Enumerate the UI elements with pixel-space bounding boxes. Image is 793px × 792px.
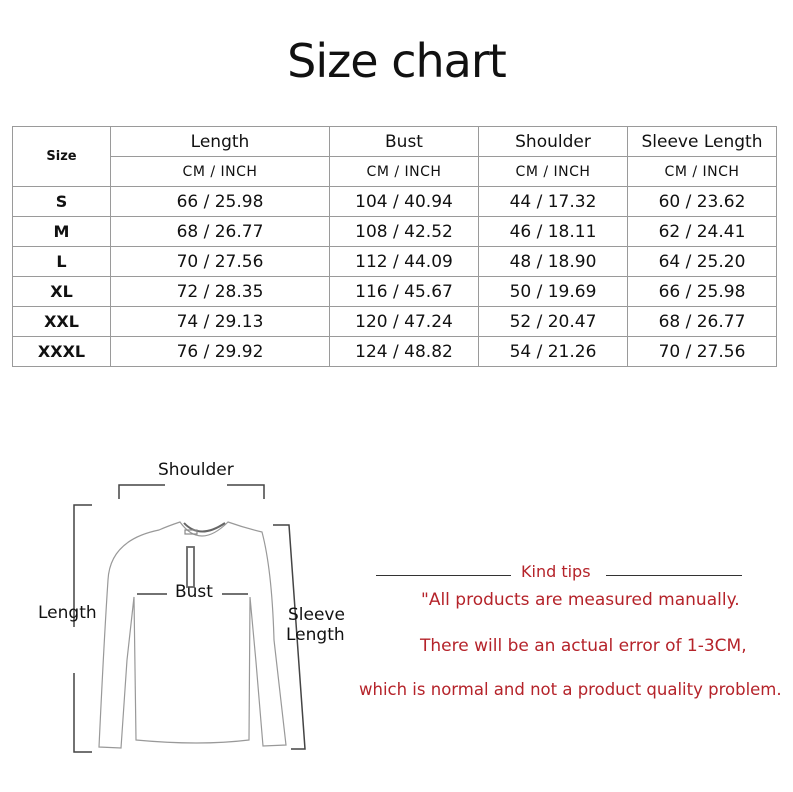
size-cell: S [12,186,111,217]
measurement-cell: 60 / 23.62 [627,186,777,217]
length-label: Length [38,603,97,623]
measurement-cell: 54 / 21.26 [478,336,628,367]
divider [376,575,511,576]
shirt-diagram [73,484,306,753]
measurement-cell: 104 / 40.94 [329,186,479,217]
tips-line-2: There will be an actual error of 1-3CM, [420,636,747,656]
tips-line-3: which is normal and not a product qualit… [359,680,782,699]
shoulder-bracket [118,484,265,499]
bust-label: Bust [175,582,213,602]
size-cell: XXXL [12,336,111,367]
measurement-cell: 68 / 26.77 [627,306,777,337]
table-row: S 66 / 25.98 104 / 40.94 44 / 17.32 60 / 23.… [12,186,777,217]
tips-line-1: "All products are measured manually. [421,590,740,610]
measurement-cell: 66 / 25.98 [627,276,777,307]
sleeve-bracket [273,524,306,750]
size-cell: XXL [12,306,111,337]
measurement-cell: 72 / 28.35 [110,276,330,307]
column-header: Sleeve Length [627,126,777,157]
measurement-cell: 70 / 27.56 [110,246,330,277]
measurement-cell: 124 / 48.82 [329,336,479,367]
page-title: Size chart [287,34,507,88]
unit-label: CM / INCH [478,156,628,187]
measurement-cell: 116 / 45.67 [329,276,479,307]
sleeve-label-line2: Length [286,625,345,645]
column-header: Shoulder [478,126,628,157]
table-row: L 70 / 27.56 112 / 44.09 48 / 18.90 64 / 25.… [12,246,777,277]
size-cell: M [12,216,111,247]
measurement-cell: 70 / 27.56 [627,336,777,367]
table-row: XXXL 76 / 29.92 124 / 48.82 54 / 21.26 70 / … [12,336,777,367]
header-row: Size Length Bust Shoulder Sleeve Length [12,126,777,187]
measurement-cell: 108 / 42.52 [329,216,479,247]
measurement-cell: 74 / 29.13 [110,306,330,337]
unit-label: CM / INCH [110,156,330,187]
measurement-cell: 64 / 25.20 [627,246,777,277]
measurement-cell: 76 / 29.92 [110,336,330,367]
shirt-outline [98,521,287,749]
size-header: Size [12,126,111,187]
unit-label: CM / INCH [627,156,777,187]
measurement-cell: 112 / 44.09 [329,246,479,277]
measurement-cell: 50 / 19.69 [478,276,628,307]
unit-row: CM / INCH CM / INCH CM / INCH CM / INCH [13,156,777,187]
measurement-cell: 66 / 25.98 [110,186,330,217]
measurement-cell: 68 / 26.77 [110,216,330,247]
shoulder-label: Shoulder [158,460,234,480]
sleeve-label-line1: Sleeve [288,605,345,625]
table-row: XL 72 / 28.35 116 / 45.67 50 / 19.69 66 / 25… [12,276,777,307]
measurement-cell: 46 / 18.11 [478,216,628,247]
unit-label: CM / INCH [329,156,479,187]
size-cell: XL [12,276,111,307]
size-cell: L [12,246,111,277]
length-bracket [73,504,92,753]
measurement-cell: 52 / 20.47 [478,306,628,337]
table-row: XXL 74 / 29.13 120 / 47.24 52 / 20.47 68 / 2… [12,306,777,337]
size-table: Size Length Bust Shoulder Sleeve Length … [12,126,777,367]
divider [606,575,742,576]
measurement-cell: 48 / 18.90 [478,246,628,277]
table-row: M 68 / 26.77 108 / 42.52 46 / 18.11 62 / 24.… [12,216,777,247]
measurement-cell: 62 / 24.41 [627,216,777,247]
measurement-cell: 120 / 47.24 [329,306,479,337]
measurement-cell: 44 / 17.32 [478,186,628,217]
column-header: Bust [329,126,479,157]
tips-heading: Kind tips [521,562,591,581]
column-header: Length [110,126,330,157]
